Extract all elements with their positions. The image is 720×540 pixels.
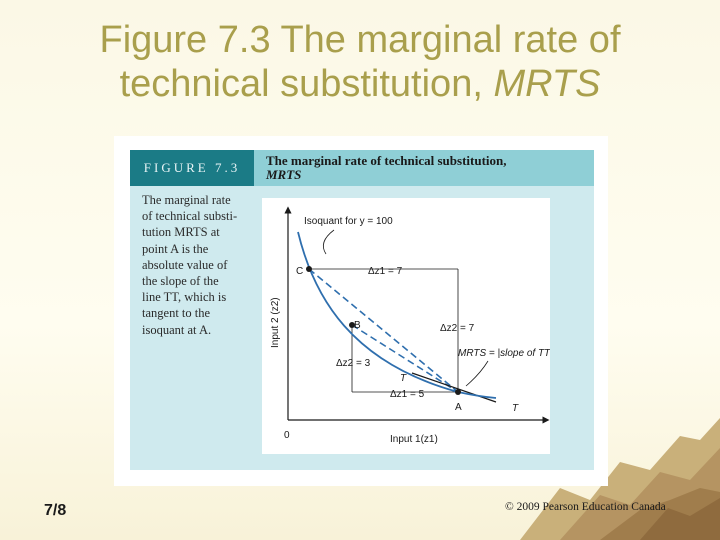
point-c [306, 266, 312, 272]
dz1-top-label: Δz1 = 7 [368, 266, 403, 277]
point-a [455, 389, 461, 395]
point-a-label: A [455, 402, 462, 413]
dz2-right-label: Δz2 = 7 [440, 323, 475, 334]
page-number: 7/8 [44, 502, 67, 519]
secant-b-a [351, 324, 459, 393]
figure-label: FIGURE 7.3 [130, 150, 254, 186]
point-c-label: C [296, 266, 303, 277]
isoquant-curve [297, 231, 497, 399]
caption-line: isoquant at A. [142, 322, 212, 337]
caption-line: of technical substi- [142, 209, 238, 224]
tangent-label-left: T [400, 373, 407, 384]
caption-line: The marginal rate [142, 193, 231, 207]
caption-line: the slope of the [142, 274, 219, 289]
mrts-leader [465, 360, 489, 387]
caption-line: tution MRTS at [142, 225, 220, 240]
slide-title-line1: Figure 7.3 The marginal rate of [99, 19, 621, 61]
secant-c-a [308, 268, 459, 393]
slide-title-line2: technical substitution, MRTS [0, 62, 720, 106]
caption-line: line TT, which is [142, 290, 227, 305]
figure-title-line2: MRTS [266, 167, 302, 182]
dz1-bottom-label: Δz1 = 5 [390, 389, 425, 400]
figure-box: FIGURE 7.3 The marginal rate of technica… [114, 136, 608, 486]
plot-area: 0 Input 1(z1) Input 2 (z2) Isoquant for … [262, 198, 550, 454]
origin-label: 0 [284, 430, 290, 441]
figure-caption: The marginal rate of technical substi- t… [142, 192, 254, 338]
figure-title: The marginal rate of technical substitut… [254, 150, 594, 186]
slide-title: Figure 7.3 The marginal rate of technica… [0, 18, 720, 106]
slide-title-italic: MRTS [493, 63, 601, 105]
caption-line: absolute value of [142, 257, 228, 272]
copyright-notice: © 2009 Pearson Education Canada [505, 501, 666, 513]
x-axis-label: Input 1(z1) [390, 434, 438, 445]
figure-caption-panel [130, 186, 254, 470]
isoquant-label: Isoquant for y = 100 [304, 216, 393, 227]
tangent-label-right: T [512, 403, 519, 414]
caption-line: point A is the [142, 241, 209, 256]
caption-line: tangent to the [142, 306, 211, 321]
dz2-left-label: Δz2 = 3 [336, 358, 371, 369]
y-axis-label: Input 2 (z2) [270, 297, 281, 348]
isoquant-leader [322, 229, 335, 255]
figure-title-line1: The marginal rate of technical substitut… [266, 153, 507, 168]
point-b [349, 322, 355, 328]
mrts-label: MRTS = |slope of TT| [458, 348, 550, 359]
slide-title-line2-text: technical substitution, [119, 63, 494, 105]
tangent-line-tt [411, 372, 497, 403]
mrts-chart: 0 Input 1(z1) Input 2 (z2) Isoquant for … [270, 206, 550, 445]
point-b-label: B [354, 320, 361, 331]
